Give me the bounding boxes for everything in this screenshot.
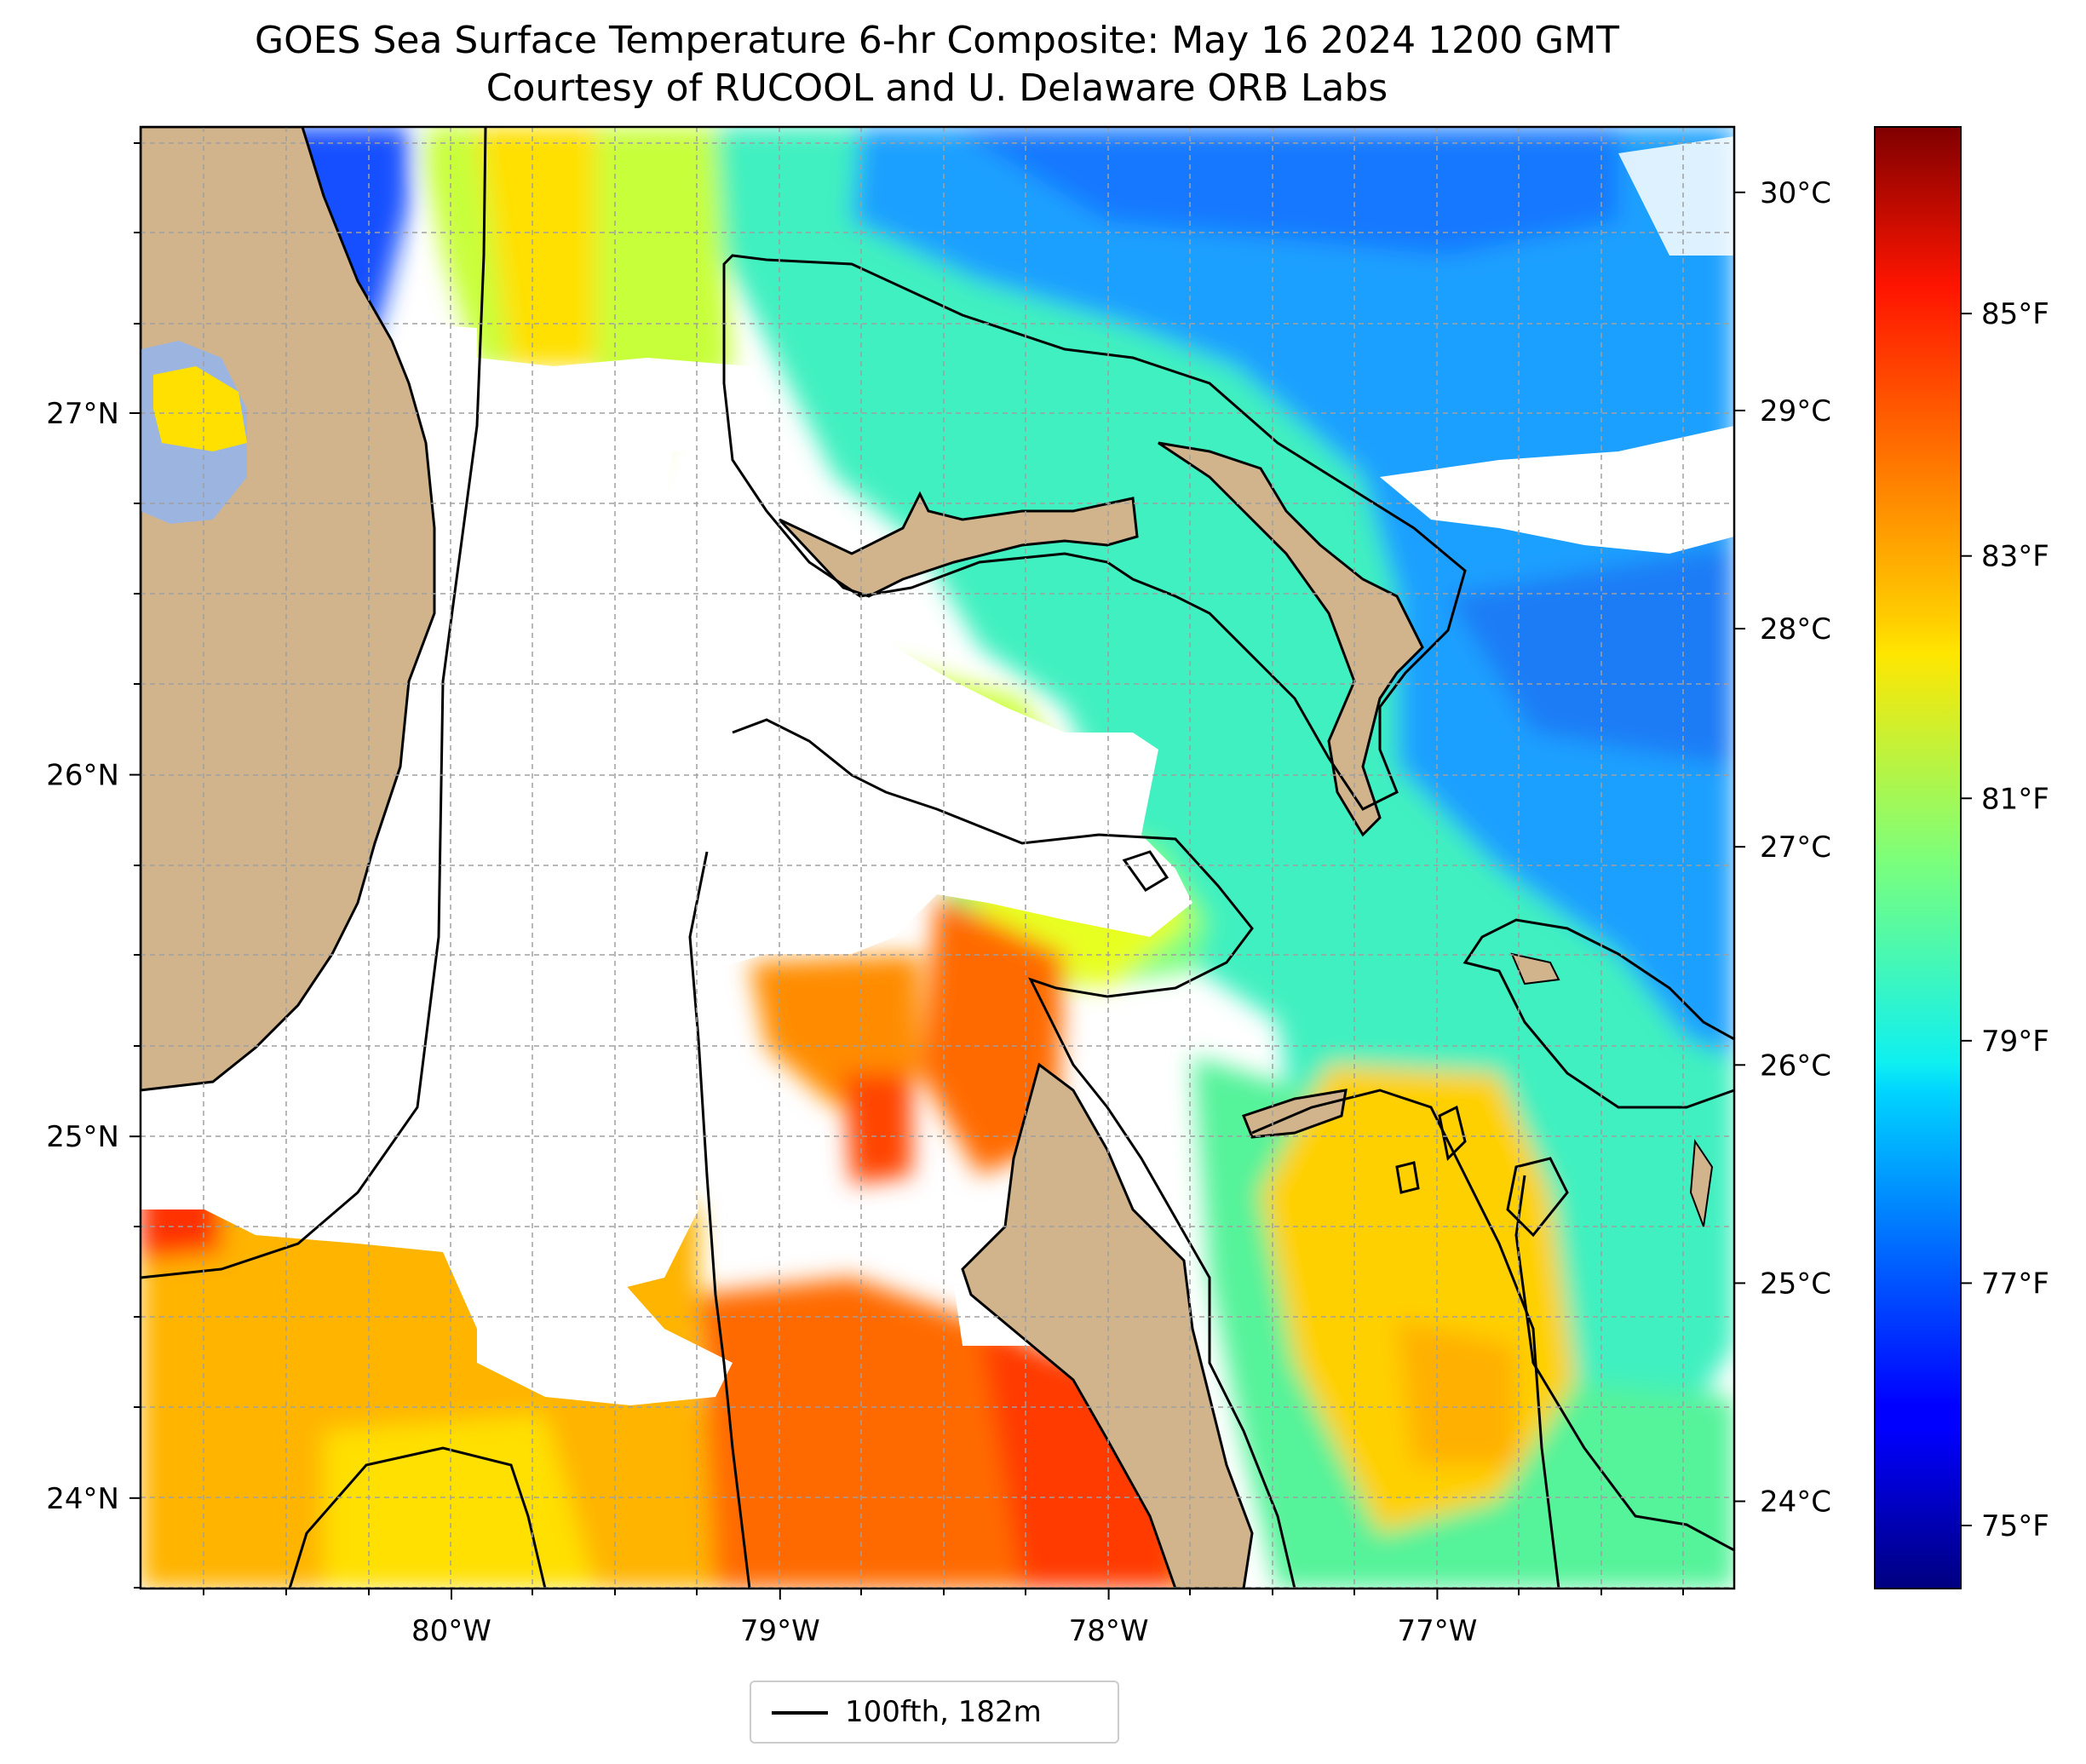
lat-tick-label: 26°N bbox=[46, 759, 119, 793]
longitude-axis: 80°W 79°W 78°W 77°W bbox=[411, 1589, 1477, 1648]
lat-tick-label: 27°N bbox=[46, 397, 119, 431]
celsius-tick-label: 24°C bbox=[1760, 1485, 1831, 1520]
grid-lines bbox=[141, 127, 1734, 1589]
chart-title-line-1: GOES Sea Surface Temperature 6-hr Compos… bbox=[255, 19, 1619, 62]
celsius-tick-label: 28°C bbox=[1760, 612, 1831, 646]
chart-title-line-2: Courtesy of RUCOOL and U. Delaware ORB L… bbox=[486, 66, 1388, 110]
colorbar-celsius-axis: 30°C 29°C 28°C 27°C 26°C 25°C 24°C bbox=[1734, 176, 1831, 1520]
celsius-tick-label: 26°C bbox=[1760, 1049, 1831, 1083]
celsius-tick-label: 29°C bbox=[1760, 394, 1831, 428]
minor-ticks bbox=[134, 142, 1684, 1595]
celsius-tick-label: 30°C bbox=[1760, 176, 1831, 210]
map-frame bbox=[139, 125, 1736, 1590]
latitude-axis: 27°N 26°N 25°N 24°N bbox=[46, 397, 141, 1516]
celsius-tick-label: 25°C bbox=[1760, 1267, 1831, 1301]
fahrenheit-tick-label: 85°F bbox=[1981, 297, 2049, 331]
isobath-100fth bbox=[141, 127, 1734, 1589]
fahrenheit-tick-label: 81°F bbox=[1981, 782, 2049, 816]
lat-tick-label: 25°N bbox=[46, 1120, 119, 1154]
colorbar bbox=[1874, 126, 1962, 1589]
lon-tick-label: 79°W bbox=[740, 1614, 820, 1648]
legend-label: 100fth, 182m bbox=[845, 1695, 1042, 1729]
lon-tick-label: 78°W bbox=[1069, 1614, 1149, 1648]
sst-field bbox=[141, 127, 1734, 1589]
fahrenheit-tick-label: 79°F bbox=[1981, 1025, 2049, 1059]
legend-line-swatch bbox=[772, 1711, 828, 1715]
lon-tick-label: 80°W bbox=[411, 1614, 491, 1648]
fahrenheit-tick-label: 77°F bbox=[1981, 1267, 2049, 1301]
lon-tick-label: 77°W bbox=[1397, 1614, 1477, 1648]
fahrenheit-tick-label: 83°F bbox=[1981, 540, 2049, 574]
colorbar-fahrenheit-axis: 85°F 83°F 81°F 79°F 77°F 75°F bbox=[1961, 297, 2049, 1543]
lat-tick-label: 24°N bbox=[46, 1482, 119, 1516]
legend: 100fth, 182m bbox=[750, 1681, 1119, 1744]
fahrenheit-tick-label: 75°F bbox=[1981, 1509, 2049, 1543]
celsius-tick-label: 27°C bbox=[1760, 830, 1831, 865]
